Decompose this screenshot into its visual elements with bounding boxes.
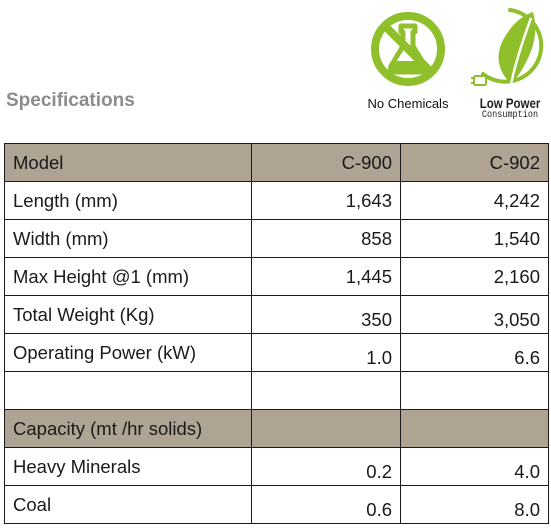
c902-value: 1,540 <box>400 219 549 258</box>
row-label: Total Weight (Kg) <box>4 295 252 334</box>
empty-cell <box>4 371 252 410</box>
c902-value: 2,160 <box>400 257 549 296</box>
low-power-label: Low Power <box>479 95 541 111</box>
capacity-header-label: Capacity (mt /hr solids) <box>4 409 252 448</box>
header-cell: Model <box>4 143 252 182</box>
table-row: Coal 0.6 8.0 <box>4 485 549 524</box>
empty-cell <box>400 409 549 448</box>
c902-value: 8.0 <box>400 485 549 524</box>
c900-value: 0.2 <box>251 447 401 486</box>
table-row: Width (mm) 858 1,540 <box>4 219 549 258</box>
no-chemicals-icon <box>371 12 445 86</box>
c900-value: 858 <box>251 219 401 258</box>
c900-value: 1,643 <box>251 181 401 220</box>
table-row: Heavy Minerals 0.2 4.0 <box>4 447 549 486</box>
row-label: Max Height @1 (mm) <box>4 257 252 296</box>
c900-value: 1,445 <box>251 257 401 296</box>
row-label: Coal <box>4 485 252 524</box>
empty-cell <box>251 409 401 448</box>
page-title: Specifications <box>6 90 135 111</box>
c902-value: 6.6 <box>400 333 549 372</box>
specifications-table: Model C-900 C-902 Length (mm) 1,643 4,24… <box>4 143 549 524</box>
table-row: Max Height @1 (mm) 1,445 2,160 <box>4 257 549 296</box>
no-chemicals-badge: No Chemicals <box>360 4 456 111</box>
empty-cell <box>251 371 401 410</box>
table-row: Length (mm) 1,643 4,242 <box>4 181 549 220</box>
header-cell: C-900 <box>251 143 401 182</box>
c900-value: 350 <box>251 295 401 334</box>
no-chemicals-label: No Chemicals <box>367 96 449 111</box>
table-row: Total Weight (Kg) 350 3,050 <box>4 295 549 334</box>
consumption-label: Consumption <box>481 110 539 121</box>
leaf-plug-icon <box>471 8 544 86</box>
c900-value: 1.0 <box>251 333 401 372</box>
row-label: Heavy Minerals <box>4 447 252 486</box>
c902-value: 4.0 <box>400 447 549 486</box>
empty-cell <box>400 371 549 410</box>
row-label: Length (mm) <box>4 181 252 220</box>
low-power-badge: Low Power Consumption <box>470 4 550 121</box>
table-header-row: Model C-900 C-902 <box>4 143 549 182</box>
header-cell: C-902 <box>400 143 549 182</box>
empty-row <box>4 371 549 410</box>
table-row: Operating Power (kW) 1.0 6.6 <box>4 333 549 372</box>
c900-value: 0.6 <box>251 485 401 524</box>
c902-value: 3,050 <box>400 295 549 334</box>
capacity-header-row: Capacity (mt /hr solids) <box>4 409 549 448</box>
c902-value: 4,242 <box>400 181 549 220</box>
row-label: Operating Power (kW) <box>4 333 252 372</box>
row-label: Width (mm) <box>4 219 252 258</box>
